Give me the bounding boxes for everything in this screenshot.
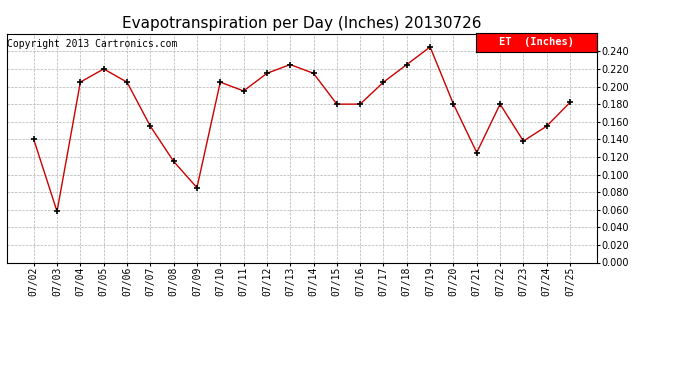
Title: Evapotranspiration per Day (Inches) 20130726: Evapotranspiration per Day (Inches) 2013… (122, 16, 482, 31)
Text: Copyright 2013 Cartronics.com: Copyright 2013 Cartronics.com (7, 39, 177, 50)
